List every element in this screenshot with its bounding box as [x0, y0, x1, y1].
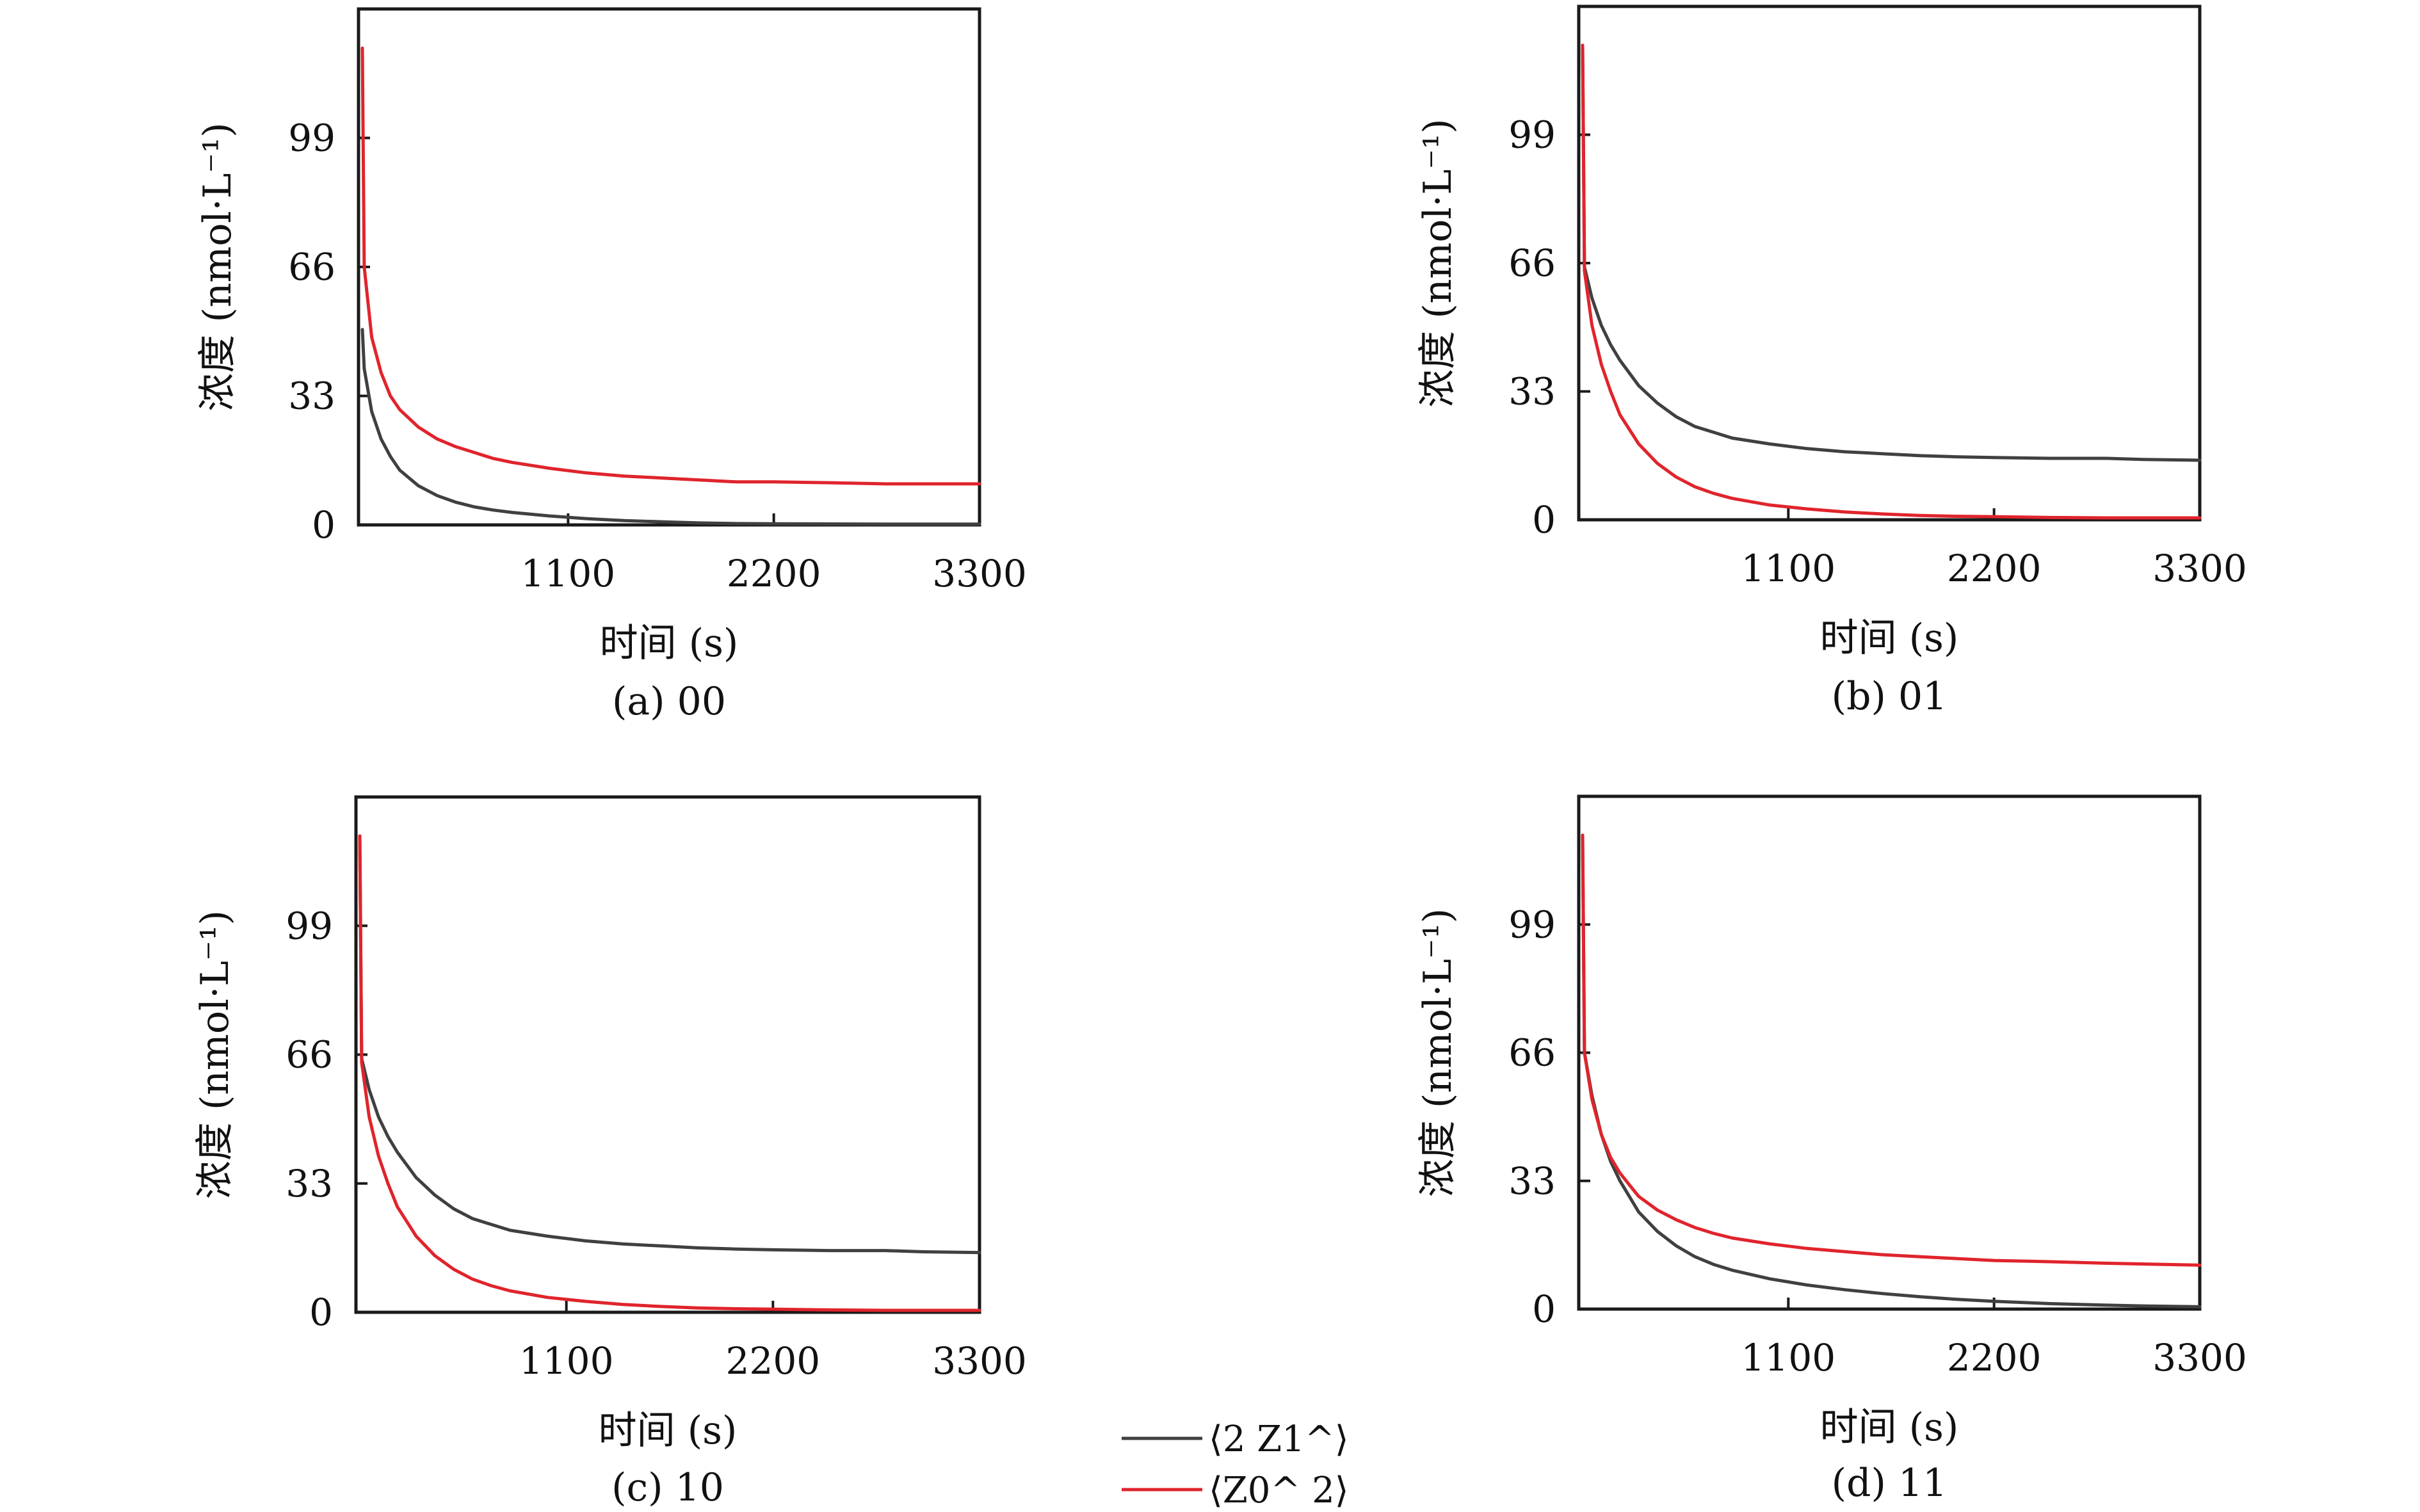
series-line-2 [1581, 44, 2202, 520]
chart-panel-4: 0 33 66 99 1100 2200 3300 时间 (s) 浓度 (nmol·L⁻¹) (d… [1416, 794, 2247, 1506]
series-line-2 [360, 46, 981, 486]
y-tick-label: 0 [1532, 1287, 1556, 1331]
y-tick-label: 0 [309, 1291, 333, 1334]
y-tick-label: 99 [288, 117, 335, 160]
y-axis-title: 浓度 (nmol·L⁻¹) [1416, 908, 1460, 1197]
y-tick-label: 66 [288, 245, 335, 289]
plot-frame [354, 795, 981, 1314]
series-line-2 [1581, 833, 2202, 1267]
x-tick-label: 2200 [1947, 1336, 2042, 1379]
y-tick-label: 66 [1508, 1031, 1556, 1075]
y-tick-label: 33 [286, 1162, 333, 1205]
x-tick-label: 2200 [1947, 547, 2042, 590]
x-axis-title: 时间 (s) [599, 1408, 738, 1453]
y-tick-label: 66 [286, 1033, 333, 1077]
x-tick-label: 1100 [1741, 1336, 1836, 1379]
series-line-1 [358, 834, 981, 1255]
x-tick-label: 3300 [2152, 1336, 2247, 1379]
y-tick-label: 99 [1508, 903, 1556, 946]
x-tick-label: 2200 [726, 1339, 821, 1383]
plot-frame [1577, 794, 2202, 1311]
y-tick-label: 33 [1508, 370, 1556, 414]
plot-frame [1577, 4, 2202, 522]
x-axis-title: 时间 (s) [1820, 616, 1959, 661]
y-axis-title: 浓度 (nmol·L⁻¹) [1416, 118, 1460, 407]
series-line-1 [1581, 44, 2202, 462]
y-tick-label: 33 [288, 374, 335, 418]
legend: ⟨2 Z1^⟩ ⟨Z0^ 2⟩ [1122, 1419, 1349, 1511]
x-tick-label: 1100 [521, 552, 616, 595]
y-tick-label: 99 [286, 904, 333, 947]
y-tick-label: 66 [1508, 241, 1556, 285]
chart-panel-3: 0 33 66 99 1100 2200 3300 时间 (s) 浓度 (nmol·L⁻¹) (c… [193, 795, 1027, 1510]
panel-caption: (d) 11 [1832, 1461, 1948, 1506]
y-tick-label: 0 [312, 503, 335, 547]
panel-caption: (c) 10 [611, 1465, 724, 1510]
series-line-2 [358, 834, 981, 1312]
x-axis-title: 时间 (s) [600, 621, 739, 666]
y-tick-label: 99 [1508, 113, 1556, 157]
x-tick-label: 1100 [519, 1339, 614, 1383]
x-tick-label: 3300 [2152, 547, 2247, 590]
chart-panel-2: 0 33 66 99 1100 2200 3300 时间 (s) 浓度 (nmol·L⁻¹) (b… [1416, 4, 2247, 719]
panel-caption: (b) 01 [1832, 674, 1948, 719]
series-line-1 [1581, 833, 2202, 1308]
x-tick-label: 3300 [932, 552, 1027, 595]
x-tick-label: 2200 [727, 552, 821, 595]
x-axis-title: 时间 (s) [1820, 1405, 1959, 1450]
series-line-1 [360, 328, 981, 526]
panel-caption: (a) 00 [612, 679, 726, 724]
plot-frame [357, 7, 981, 527]
chart-panel-1: 0 33 66 99 1100 2200 3300 时间 (s) 浓度 (nmol·L⁻¹) (a… [195, 7, 1027, 724]
y-axis-title: 浓度 (nmol·L⁻¹) [195, 122, 240, 411]
legend-label-2: ⟨Z0^ 2⟩ [1209, 1470, 1349, 1511]
x-tick-label: 3300 [932, 1339, 1027, 1383]
x-tick-label: 1100 [1741, 547, 1836, 590]
y-axis-title: 浓度 (nmol·L⁻¹) [193, 910, 238, 1199]
y-tick-label: 0 [1532, 498, 1556, 542]
y-tick-label: 33 [1508, 1159, 1556, 1203]
legend-label-1: ⟨2 Z1^⟩ [1209, 1419, 1349, 1460]
